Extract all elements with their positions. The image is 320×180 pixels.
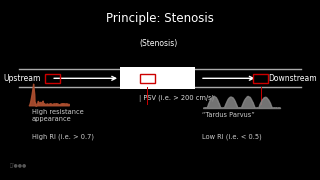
Bar	[140, 74, 155, 83]
Text: “Tardus Parvus”: “Tardus Parvus”	[202, 112, 254, 118]
Text: Low RI (i.e. < 0.5): Low RI (i.e. < 0.5)	[202, 133, 261, 140]
Text: Upstream: Upstream	[3, 74, 41, 83]
Text: Principle: Stenosis: Principle: Stenosis	[106, 12, 214, 25]
Text: High resistance
appearance: High resistance appearance	[32, 109, 84, 122]
Text: | PSV (i.e. > 200 cm/s): | PSV (i.e. > 200 cm/s)	[139, 95, 214, 102]
Text: ⧘/●●●: ⧘/●●●	[10, 163, 27, 168]
Bar	[253, 74, 268, 83]
Bar	[120, 67, 195, 89]
Bar	[45, 74, 60, 83]
Text: (Stenosis): (Stenosis)	[139, 39, 178, 48]
Text: Downstream: Downstream	[268, 74, 317, 83]
Text: High RI (i.e. > 0.7): High RI (i.e. > 0.7)	[32, 133, 94, 140]
